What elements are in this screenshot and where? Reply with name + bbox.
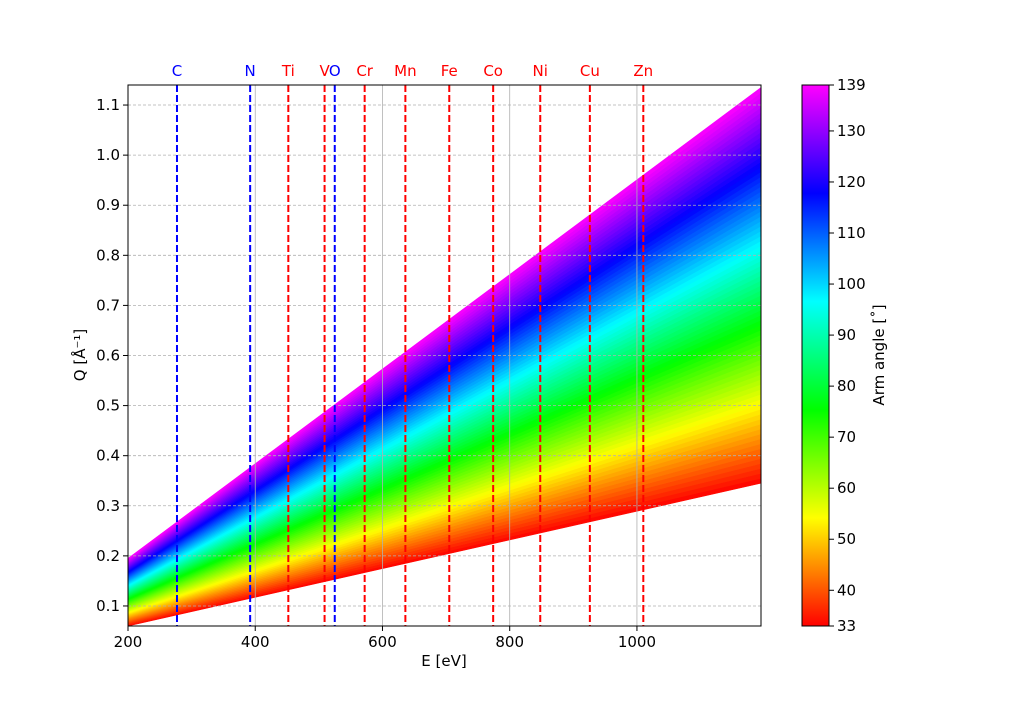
edge-label: C (172, 62, 182, 80)
colorbar-tick-label: 90 (837, 326, 856, 344)
y-tick-label: 0.3 (96, 497, 120, 515)
edge-lines: C N Ti V O Cr Mn Fe Co Ni Cu Zn (172, 62, 653, 626)
edge-label: Ni (533, 62, 548, 80)
angle-strip (128, 87, 761, 560)
x-tick-label: 800 (495, 633, 524, 651)
y-tick-label: 0.7 (96, 296, 120, 314)
colorbar-ticks: 33 40 50 60 70 80 90 100 110 120 130 139 (829, 76, 866, 635)
colorbar-tick-label: 70 (837, 428, 856, 446)
edge-label: V (319, 62, 330, 80)
colorbar (802, 85, 829, 626)
y-tick-label: 0.8 (96, 246, 120, 264)
y-tick-label: 1.1 (96, 96, 120, 114)
y-tick-label: 0.6 (96, 347, 120, 365)
y-tick-label: 0.9 (96, 196, 120, 214)
edge-label: Mn (394, 62, 416, 80)
edge-label: Cu (580, 62, 600, 80)
edge-label: Zn (633, 62, 653, 80)
colorbar-frame (801, 84, 830, 627)
colorbar-tick-label: 60 (837, 479, 856, 497)
edge-label: Cr (356, 62, 373, 80)
edge-label: Ti (281, 62, 295, 80)
y-tick-label: 0.1 (96, 597, 120, 615)
colorbar-tick-label: 80 (837, 377, 856, 395)
colorbar-tick-label: 50 (837, 530, 856, 548)
edge-label: O (329, 62, 341, 80)
edge-label: N (245, 62, 256, 80)
x-tick-label: 1000 (618, 633, 656, 651)
y-axis-label: Q [Å⁻¹] (70, 329, 89, 381)
y-tick-label: 1.0 (96, 146, 120, 164)
colorbar-tick-label: 33 (837, 617, 856, 635)
edge-label: Co (483, 62, 503, 80)
colorbar-tick-label: 40 (837, 581, 856, 599)
colorbar-tick-label: 110 (837, 224, 866, 242)
y-tick-label: 0.5 (96, 397, 120, 415)
edge-label: Fe (441, 62, 458, 80)
x-axis-label: E [eV] (421, 652, 466, 670)
colorbar-label: Arm angle [˚] (870, 304, 888, 405)
grid (127, 85, 761, 626)
colorbar-tick-label: 130 (837, 122, 866, 140)
x-tick-label: 600 (368, 633, 397, 651)
colorbar-tick-label: 100 (837, 275, 866, 293)
y-tick-label: 0.4 (96, 447, 120, 465)
x-axis-ticks: 200 400 600 800 1000 (114, 626, 656, 651)
x-tick-label: 200 (114, 633, 143, 651)
colorbar-tick-label: 139 (837, 76, 866, 94)
y-axis-ticks: 0.1 0.2 0.3 0.4 0.5 0.6 0.7 0.8 0.9 1.0 1.1 (96, 96, 128, 615)
angle-region (128, 87, 761, 626)
colorbar-tick-label: 120 (837, 173, 866, 191)
x-tick-label: 400 (241, 633, 270, 651)
y-tick-label: 0.2 (96, 547, 120, 565)
